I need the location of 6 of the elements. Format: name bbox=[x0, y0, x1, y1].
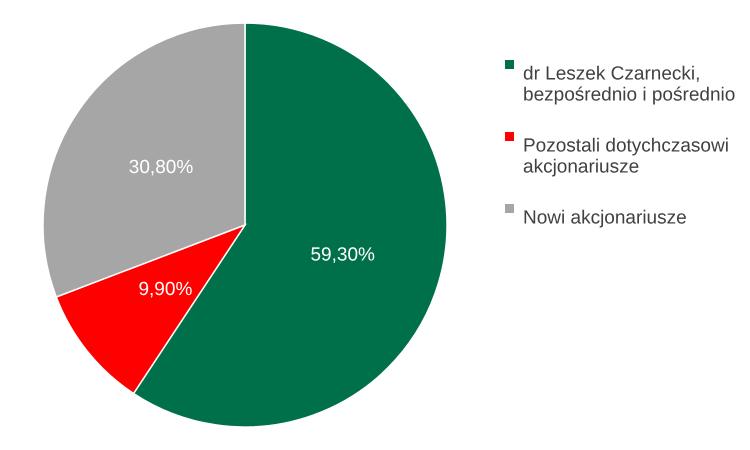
data-label: 9,90% bbox=[138, 278, 192, 300]
data-label: 59,30% bbox=[310, 244, 375, 266]
legend-label: Pozostali dotychczasowi akcjonariusze bbox=[523, 136, 729, 178]
legend-label: Nowi akcjonariusze bbox=[523, 208, 687, 228]
data-label: 30,80% bbox=[128, 157, 194, 178]
legend-label: dr Leszek Czarnecki, bezpośrednio i pośrednio bbox=[523, 64, 736, 106]
